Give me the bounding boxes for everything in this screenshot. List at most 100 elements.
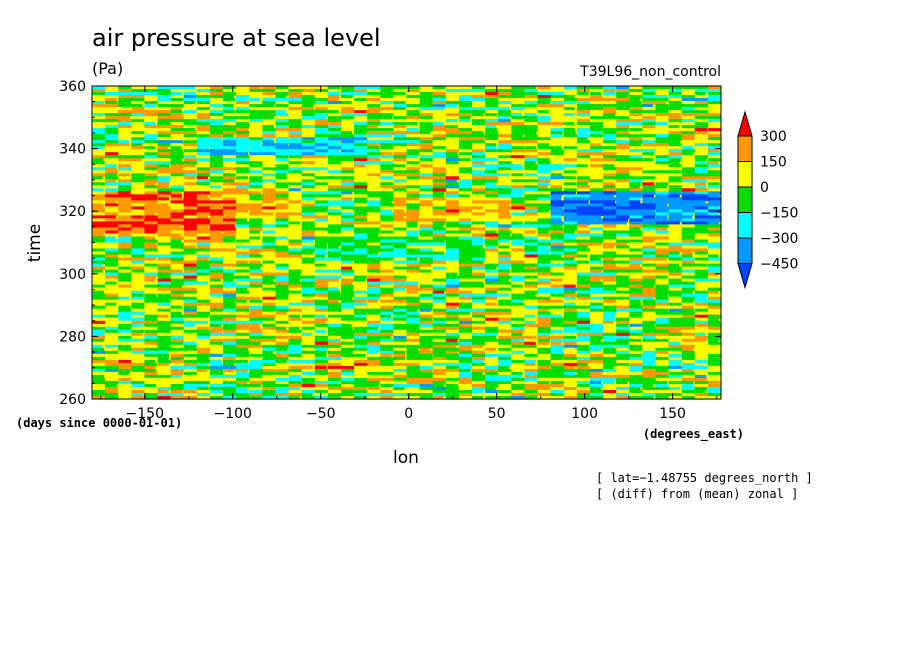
field-cell bbox=[563, 140, 582, 144]
field-cell bbox=[603, 176, 625, 180]
field-cell bbox=[249, 194, 272, 198]
field-cell bbox=[367, 188, 385, 192]
field-cell bbox=[223, 179, 235, 183]
field-cell bbox=[694, 278, 708, 283]
field-cell bbox=[393, 221, 414, 225]
field-cell bbox=[118, 257, 139, 262]
field-cell bbox=[105, 233, 128, 238]
field-cell bbox=[511, 374, 523, 379]
field-cell bbox=[432, 155, 447, 159]
field-cell bbox=[432, 197, 448, 201]
field-cell bbox=[550, 290, 569, 295]
field-cell bbox=[616, 359, 635, 364]
field-cell bbox=[629, 293, 646, 298]
field-cell bbox=[629, 224, 648, 228]
field-cell bbox=[262, 179, 278, 183]
field-cell bbox=[105, 110, 116, 114]
field-cell bbox=[118, 353, 135, 358]
field-cell bbox=[183, 188, 199, 192]
field-cell bbox=[92, 368, 114, 373]
field-cell bbox=[642, 107, 654, 111]
field-cell bbox=[92, 125, 107, 129]
field-cell bbox=[262, 173, 282, 177]
field-cell bbox=[681, 137, 702, 141]
field-cell bbox=[524, 260, 545, 265]
field-cell bbox=[419, 368, 432, 373]
field-cell bbox=[367, 89, 381, 93]
field-cell bbox=[681, 119, 704, 123]
field-cell bbox=[105, 326, 121, 331]
field-cell bbox=[629, 353, 642, 358]
field-cell bbox=[118, 393, 137, 397]
field-cell bbox=[524, 167, 544, 171]
field-cell bbox=[380, 146, 402, 150]
field-cell bbox=[341, 308, 360, 313]
field-cell bbox=[668, 227, 683, 232]
field-cell bbox=[105, 104, 127, 108]
field-cell bbox=[209, 275, 225, 280]
field-cell bbox=[524, 314, 536, 319]
field-cell bbox=[105, 191, 119, 195]
field-cell bbox=[681, 152, 694, 156]
field-cell bbox=[92, 179, 113, 183]
field-cell bbox=[537, 284, 559, 289]
field-cell bbox=[314, 248, 326, 253]
field-cell bbox=[498, 275, 520, 280]
field-cell bbox=[406, 272, 421, 277]
field-cell bbox=[380, 278, 395, 283]
field-cell bbox=[576, 290, 592, 295]
field-cell bbox=[105, 98, 117, 102]
field-cell bbox=[458, 182, 474, 186]
field-cell bbox=[694, 308, 712, 313]
field-cell bbox=[432, 170, 450, 174]
field-cell bbox=[472, 284, 485, 289]
field-cell bbox=[590, 287, 610, 292]
field-cell bbox=[288, 302, 304, 307]
field-cell bbox=[550, 308, 569, 313]
field-cell bbox=[445, 296, 461, 301]
field-cell bbox=[105, 119, 122, 123]
field-cell bbox=[642, 95, 661, 99]
field-cell bbox=[196, 179, 215, 183]
field-cell bbox=[262, 320, 275, 325]
field-cell bbox=[183, 98, 202, 102]
field-cell bbox=[380, 92, 401, 96]
field-cell bbox=[393, 275, 408, 280]
field-cell bbox=[485, 242, 505, 247]
field-cell bbox=[380, 311, 396, 316]
field-cell bbox=[524, 341, 536, 346]
field-cell bbox=[118, 362, 138, 367]
field-cell bbox=[327, 146, 344, 150]
field-cell bbox=[301, 98, 317, 102]
field-cell bbox=[92, 122, 105, 126]
field-cell bbox=[458, 170, 476, 174]
field-cell bbox=[681, 173, 698, 177]
field-cell bbox=[92, 362, 106, 367]
field-cell bbox=[576, 287, 594, 292]
field-cell bbox=[314, 131, 336, 135]
field-cell bbox=[105, 311, 123, 316]
field-cell bbox=[458, 167, 476, 171]
field-cell bbox=[616, 107, 631, 111]
field-cell bbox=[576, 272, 595, 277]
field-cell bbox=[445, 95, 463, 99]
field-cell bbox=[367, 86, 388, 90]
field-cell bbox=[707, 209, 721, 213]
field-cell bbox=[236, 179, 251, 183]
field-cell bbox=[576, 119, 594, 123]
field-cell bbox=[144, 176, 163, 180]
field-cell bbox=[550, 152, 572, 156]
field-cell bbox=[341, 185, 358, 189]
field-cell bbox=[616, 92, 636, 96]
field-cell bbox=[105, 347, 127, 352]
field-cell bbox=[655, 221, 670, 225]
field-cell bbox=[118, 143, 130, 147]
field-cell bbox=[354, 387, 367, 391]
field-cell bbox=[563, 338, 578, 343]
field-cell bbox=[367, 275, 383, 280]
field-cell bbox=[170, 344, 192, 349]
field-cell bbox=[209, 356, 223, 361]
field-cell bbox=[249, 188, 264, 192]
field-cell bbox=[275, 380, 297, 385]
field-cell bbox=[314, 353, 327, 358]
